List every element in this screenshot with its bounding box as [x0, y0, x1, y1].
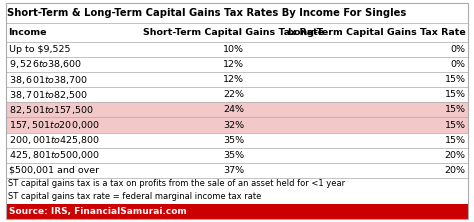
Text: ST capital gains tax is a tax on profits from the sale of an asset held for <1 y: ST capital gains tax is a tax on profits…: [8, 179, 345, 188]
Text: 20%: 20%: [445, 151, 465, 160]
Text: 15%: 15%: [445, 105, 465, 114]
Text: $425,801 to $500,000: $425,801 to $500,000: [9, 149, 100, 161]
Text: $82,501 to $157,500: $82,501 to $157,500: [9, 104, 93, 116]
Text: $500,001 and over: $500,001 and over: [9, 166, 99, 175]
Text: Short-Term & Long-Term Capital Gains Tax Rates By Income For Singles: Short-Term & Long-Term Capital Gains Tax…: [7, 8, 406, 18]
Text: Long-Term Capital Gains Tax Rate: Long-Term Capital Gains Tax Rate: [288, 28, 465, 37]
Text: ST capital gains tax rate = federal marginal income tax rate: ST capital gains tax rate = federal marg…: [8, 192, 261, 201]
Text: 12%: 12%: [223, 60, 244, 69]
Text: $200,001 to $425,800: $200,001 to $425,800: [9, 134, 100, 146]
Text: 15%: 15%: [445, 75, 465, 84]
Text: Short-Term Capital Gains Tax Rate: Short-Term Capital Gains Tax Rate: [143, 28, 324, 37]
Text: 0%: 0%: [450, 60, 465, 69]
Text: 0%: 0%: [450, 45, 465, 54]
Bar: [6, 102, 468, 117]
Text: $9,526 to $38,600: $9,526 to $38,600: [9, 58, 82, 70]
Text: 22%: 22%: [223, 90, 244, 99]
Text: $38,701 to $82,500: $38,701 to $82,500: [9, 89, 88, 101]
Text: 35%: 35%: [223, 136, 244, 145]
Text: $38,601 to $38,700: $38,601 to $38,700: [9, 73, 88, 85]
Bar: [6, 117, 468, 133]
Text: 24%: 24%: [223, 105, 244, 114]
Text: 12%: 12%: [223, 75, 244, 84]
Bar: [6, 204, 468, 219]
Text: 32%: 32%: [223, 121, 244, 129]
Text: 37%: 37%: [223, 166, 244, 175]
Text: $157,501 to $200,000: $157,501 to $200,000: [9, 119, 99, 131]
Text: 15%: 15%: [445, 136, 465, 145]
Text: Source: IRS, FinancialSamurai.com: Source: IRS, FinancialSamurai.com: [9, 207, 186, 216]
Text: 35%: 35%: [223, 151, 244, 160]
Text: 15%: 15%: [445, 121, 465, 129]
Text: 15%: 15%: [445, 90, 465, 99]
Text: 20%: 20%: [445, 166, 465, 175]
Text: Income: Income: [9, 28, 47, 37]
Text: 10%: 10%: [223, 45, 244, 54]
Text: Up to $9,525: Up to $9,525: [9, 45, 70, 54]
